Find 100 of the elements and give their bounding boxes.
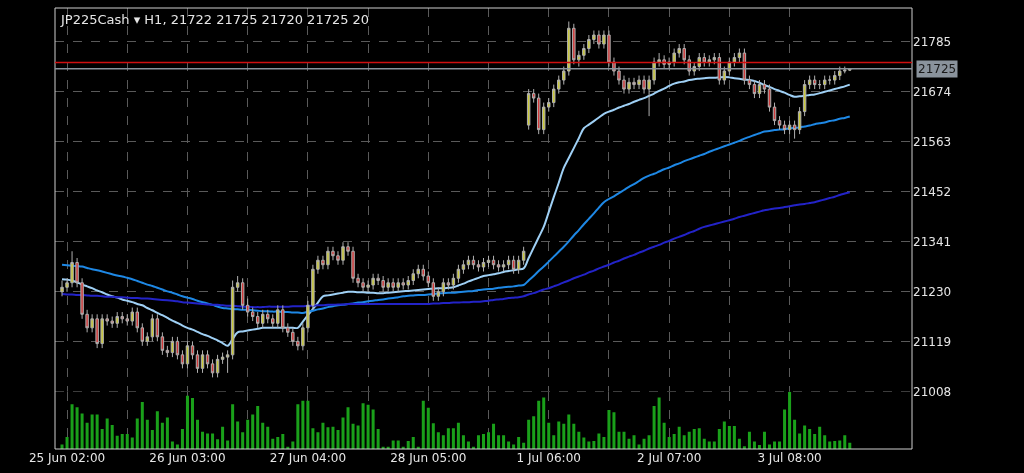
candlestick	[511, 255, 516, 275]
bar	[361, 403, 365, 449]
bar	[662, 422, 666, 449]
bar	[783, 409, 787, 449]
x-tick-label: 2 Jul 07:00	[636, 451, 702, 465]
candlestick	[451, 273, 456, 291]
bar	[201, 431, 205, 449]
candlestick	[466, 255, 471, 270]
candlestick	[170, 336, 175, 358]
y-tick-label: 21341	[913, 234, 952, 249]
bar	[572, 423, 576, 449]
bar	[808, 428, 812, 449]
bar	[823, 435, 827, 449]
bar	[617, 431, 621, 449]
bar	[607, 410, 611, 449]
candlestick	[506, 255, 511, 270]
candlestick	[190, 340, 195, 360]
bar	[80, 413, 84, 449]
bar	[487, 432, 491, 449]
bar	[793, 419, 797, 449]
bar	[371, 409, 375, 449]
bar	[115, 435, 119, 449]
candlestick	[160, 331, 165, 356]
bar	[261, 422, 265, 449]
bar	[150, 430, 154, 449]
bar	[231, 404, 235, 449]
candlestick	[501, 259, 506, 273]
bar	[567, 414, 571, 449]
bar	[95, 414, 99, 449]
candlestick	[762, 79, 767, 95]
bar	[100, 428, 104, 449]
bar	[632, 435, 636, 449]
bar	[190, 397, 194, 449]
bar	[366, 404, 370, 449]
bar	[532, 416, 536, 449]
candlestick	[471, 255, 476, 270]
bar	[732, 426, 736, 449]
y-tick-label: 21674	[913, 84, 952, 99]
x-tick-label: 1 Jul 06:00	[516, 451, 581, 465]
candlestick	[757, 79, 762, 99]
line-series	[61, 191, 851, 309]
bar	[351, 423, 355, 449]
bar	[421, 400, 425, 449]
candlestick	[481, 257, 486, 273]
bar	[677, 426, 681, 449]
bar	[803, 425, 807, 449]
bar	[697, 428, 701, 449]
bar	[476, 435, 480, 449]
bar	[221, 426, 225, 449]
candlestick	[461, 259, 466, 275]
bar	[436, 432, 440, 449]
bar	[356, 425, 360, 449]
bar	[281, 434, 285, 449]
bar	[547, 422, 551, 449]
bar	[456, 422, 460, 449]
bar	[316, 432, 320, 449]
candlestick	[225, 349, 230, 374]
candlestick	[165, 345, 170, 358]
bar	[727, 426, 731, 449]
bar	[717, 428, 721, 449]
bar	[431, 423, 435, 449]
bar	[155, 411, 159, 449]
candlestick	[491, 255, 496, 270]
bar	[722, 421, 726, 449]
bar	[336, 430, 340, 449]
bar	[411, 436, 415, 449]
bar	[185, 395, 189, 449]
chart-title: JP225Cash ▾ H1, 21722 21725 21720 21725 20	[60, 12, 370, 27]
bar	[125, 434, 129, 449]
bar	[226, 440, 230, 449]
candlestick	[215, 354, 220, 378]
bar	[647, 435, 651, 449]
bar	[256, 406, 260, 449]
candlestick	[767, 84, 772, 113]
bar	[90, 414, 94, 449]
bar	[451, 428, 455, 449]
bar	[251, 414, 255, 449]
candlestick	[732, 52, 737, 68]
bar	[813, 434, 817, 449]
y-tick-label: 21563	[913, 134, 952, 149]
bar	[140, 401, 144, 449]
bar	[687, 431, 691, 449]
bar	[145, 419, 149, 449]
bar	[306, 400, 310, 449]
bar	[246, 419, 250, 449]
bar	[216, 439, 220, 449]
x-tick-label: 3 Jul 08:00	[757, 451, 822, 465]
bar	[577, 431, 581, 449]
bar	[301, 400, 305, 449]
bar	[537, 400, 541, 449]
bar	[120, 434, 124, 449]
candlestick	[476, 259, 481, 273]
bar	[652, 406, 656, 449]
candlestick	[456, 264, 461, 284]
x-tick-label: 26 Jun 03:00	[149, 451, 226, 465]
x-tick-label: 27 Jun 04:00	[269, 451, 347, 465]
x-tick-label: 25 Jun 02:00	[28, 451, 106, 465]
bar	[562, 423, 566, 449]
candlestick	[205, 349, 210, 369]
bar	[326, 427, 330, 449]
